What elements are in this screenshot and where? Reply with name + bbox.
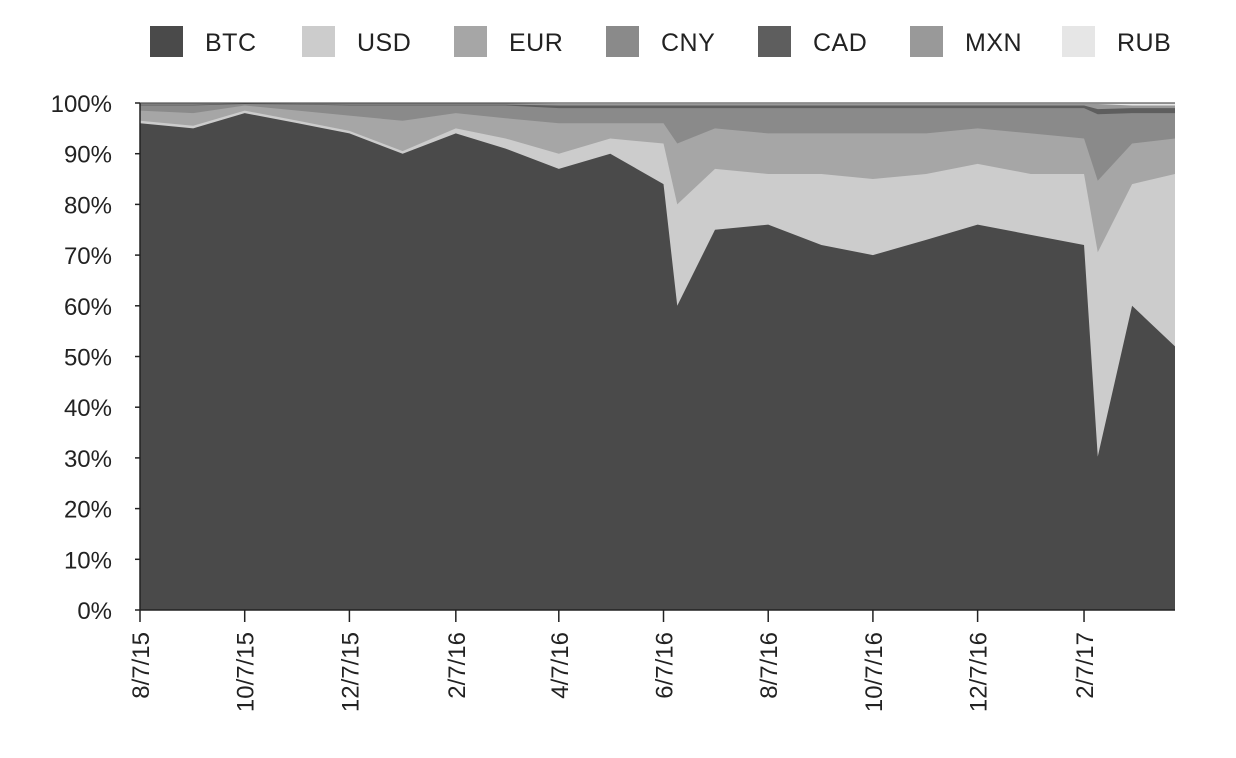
x-tick-label: 8/7/15 [128,632,155,699]
x-axis-ticks: 8/7/15 10/7/15 12/7/15 2/7/16 4/7/16 6/7/16 8/… [128,610,1099,712]
y-tick-label: 60% [64,294,112,321]
legend-swatch [910,26,943,57]
x-tick-label: 10/7/16 [861,632,888,712]
y-tick-label: 10% [64,547,112,574]
x-tick-label: 12/7/16 [966,632,993,712]
area-btc [140,113,1175,610]
legend-swatch [1062,26,1095,57]
y-tick-label: 70% [64,243,112,270]
legend-item-btc: BTC [150,26,257,57]
x-tick-label: 6/7/16 [652,632,679,699]
y-tick-label: 90% [64,142,112,169]
legend-item-rub: RUB [1062,26,1171,57]
y-tick-label: 40% [64,395,112,422]
x-tick-label: 10/7/15 [233,632,260,712]
legend-swatch [150,26,183,57]
legend-label: EUR [509,29,563,57]
y-axis-ticks: 0% 10% 20% 30% 40% 50% 60% 70% 80% 90% 100% [51,91,140,625]
legend-label: USD [357,29,411,57]
x-tick-label: 8/7/16 [756,632,783,699]
y-tick-label: 20% [64,497,112,524]
legend-swatch [454,26,487,57]
x-tick-label: 4/7/16 [547,632,574,699]
legend-swatch [302,26,335,57]
y-tick-label: 100% [51,91,112,118]
y-tick-label: 0% [77,598,112,625]
legend-swatch [606,26,639,57]
legend-label: CAD [813,29,867,57]
legend-item-mxn: MXN [910,26,1022,57]
x-tick-label: 12/7/15 [337,632,364,712]
legend-label: CNY [661,29,715,57]
x-tick-label: 2/7/17 [1072,632,1099,699]
y-tick-label: 30% [64,446,112,473]
legend-item-cad: CAD [758,26,867,57]
legend-item-usd: USD [302,26,411,57]
legend: BTC USD EUR CNY CAD MXN RUB [150,26,1171,57]
legend-swatch [758,26,791,57]
legend-label: RUB [1117,29,1171,57]
legend-label: BTC [205,29,257,57]
y-tick-label: 50% [64,345,112,372]
legend-item-cny: CNY [606,26,715,57]
series-areas [140,103,1175,610]
legend-item-eur: EUR [454,26,563,57]
legend-label: MXN [965,29,1022,57]
x-tick-label: 2/7/16 [444,632,471,699]
y-tick-label: 80% [64,192,112,219]
